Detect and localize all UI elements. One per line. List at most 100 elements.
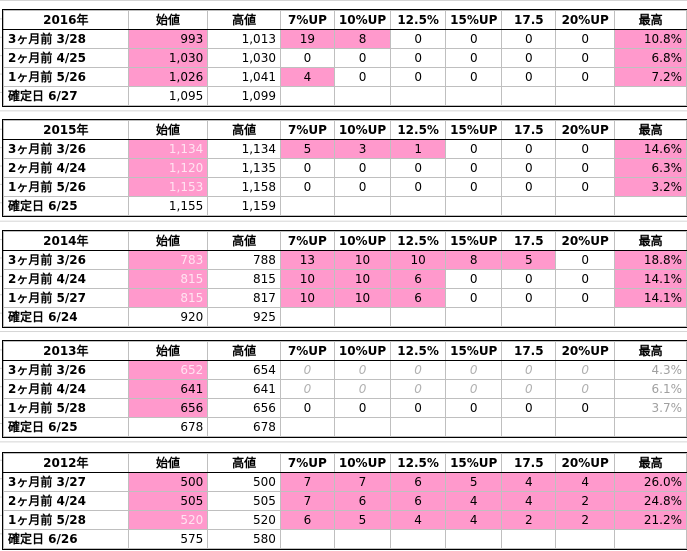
col-20up[interactable]: 20%UP [555, 10, 616, 30]
col-15up[interactable]: 15%UP [445, 231, 503, 251]
row-label[interactable]: 1ヶ月前 5/27 [3, 288, 129, 308]
count-cell[interactable]: 1 [390, 139, 447, 159]
count-cell[interactable]: 0 [501, 29, 557, 49]
max-cell[interactable]: 7.2% [614, 67, 687, 87]
high-cell[interactable]: 1,134 [207, 139, 281, 159]
count-cell[interactable]: 0 [333, 398, 392, 418]
row-label[interactable]: 1ヶ月前 5/28 [3, 510, 129, 530]
count-cell[interactable]: 0 [445, 269, 503, 289]
empty-cell[interactable] [614, 307, 687, 327]
count-cell[interactable]: 4 [501, 491, 557, 511]
count-cell[interactable]: 0 [390, 177, 447, 197]
count-cell[interactable]: 2 [501, 510, 557, 530]
count-cell[interactable]: 4 [501, 472, 557, 492]
count-cell[interactable]: 19 [279, 29, 335, 49]
row-label[interactable]: 3ヶ月前 3/27 [3, 472, 129, 492]
count-cell[interactable]: 0 [501, 360, 557, 380]
col-max[interactable]: 最高 [614, 453, 687, 473]
high-cell[interactable]: 580 [207, 529, 281, 549]
count-cell[interactable]: 0 [555, 67, 616, 87]
row-label[interactable]: 確定日 6/24 [3, 307, 129, 327]
empty-cell[interactable] [501, 417, 557, 437]
count-cell[interactable]: 0 [333, 67, 392, 87]
year-label[interactable]: 2015年 [3, 120, 129, 140]
count-cell[interactable]: 0 [501, 158, 557, 178]
max-cell[interactable]: 14.1% [614, 288, 687, 308]
count-cell[interactable]: 2 [555, 491, 616, 511]
high-cell[interactable]: 500 [207, 472, 281, 492]
count-cell[interactable]: 0 [555, 398, 616, 418]
start-cell[interactable]: 1,155 [127, 196, 209, 216]
empty-cell[interactable] [501, 86, 557, 106]
count-cell[interactable]: 0 [445, 177, 503, 197]
count-cell[interactable]: 5 [445, 472, 503, 492]
row-label[interactable]: 2ヶ月前 4/24 [3, 379, 129, 399]
count-cell[interactable]: 7 [279, 491, 335, 511]
max-cell[interactable]: 26.0% [614, 472, 687, 492]
high-cell[interactable]: 1,013 [207, 29, 281, 49]
start-cell[interactable]: 1,030 [127, 48, 209, 68]
row-label[interactable]: 1ヶ月前 5/26 [3, 177, 129, 197]
count-cell[interactable]: 7 [333, 472, 392, 492]
count-cell[interactable]: 0 [333, 360, 392, 380]
count-cell[interactable]: 0 [279, 158, 335, 178]
empty-cell[interactable] [445, 417, 503, 437]
high-cell[interactable]: 815 [207, 269, 281, 289]
col-high[interactable]: 高値 [207, 120, 281, 140]
empty-cell[interactable] [555, 529, 616, 549]
row-label[interactable]: 1ヶ月前 5/28 [3, 398, 129, 418]
count-cell[interactable]: 4 [555, 472, 616, 492]
start-cell[interactable]: 815 [127, 269, 209, 289]
count-cell[interactable]: 6 [390, 269, 447, 289]
count-cell[interactable]: 8 [333, 29, 392, 49]
row-label[interactable]: 3ヶ月前 3/26 [3, 360, 129, 380]
start-cell[interactable]: 920 [127, 307, 209, 327]
col-10up[interactable]: 10%UP [333, 120, 392, 140]
col-10up[interactable]: 10%UP [333, 231, 392, 251]
high-cell[interactable]: 654 [207, 360, 281, 380]
col-10up[interactable]: 10%UP [333, 10, 392, 30]
year-label[interactable]: 2013年 [3, 341, 129, 361]
count-cell[interactable]: 6 [333, 491, 392, 511]
count-cell[interactable]: 0 [501, 139, 557, 159]
col-20up[interactable]: 20%UP [555, 231, 616, 251]
count-cell[interactable]: 7 [279, 472, 335, 492]
count-cell[interactable]: 0 [445, 139, 503, 159]
col-12-5up[interactable]: 12.5% [390, 10, 447, 30]
max-cell[interactable]: 14.1% [614, 269, 687, 289]
empty-cell[interactable] [614, 86, 687, 106]
col-high[interactable]: 高値 [207, 453, 281, 473]
col-max[interactable]: 最高 [614, 120, 687, 140]
max-cell[interactable]: 6.8% [614, 48, 687, 68]
col-15up[interactable]: 15%UP [445, 10, 503, 30]
count-cell[interactable]: 0 [333, 158, 392, 178]
count-cell[interactable]: 10 [390, 250, 447, 270]
row-label[interactable]: 2ヶ月前 4/24 [3, 491, 129, 511]
col-20up[interactable]: 20%UP [555, 120, 616, 140]
col-start[interactable]: 始値 [127, 120, 209, 140]
start-cell[interactable]: 993 [127, 29, 209, 49]
count-cell[interactable]: 0 [555, 48, 616, 68]
count-cell[interactable]: 0 [555, 158, 616, 178]
high-cell[interactable]: 788 [207, 250, 281, 270]
empty-cell[interactable] [390, 86, 447, 106]
count-cell[interactable]: 0 [279, 48, 335, 68]
start-cell[interactable]: 500 [127, 472, 209, 492]
count-cell[interactable]: 10 [333, 288, 392, 308]
empty-cell[interactable] [333, 417, 392, 437]
start-cell[interactable]: 678 [127, 417, 209, 437]
empty-cell[interactable] [333, 529, 392, 549]
max-cell[interactable]: 21.2% [614, 510, 687, 530]
high-cell[interactable]: 1,159 [207, 196, 281, 216]
col-max[interactable]: 最高 [614, 231, 687, 251]
empty-cell[interactable] [279, 307, 335, 327]
max-cell[interactable]: 24.8% [614, 491, 687, 511]
count-cell[interactable]: 0 [555, 139, 616, 159]
empty-cell[interactable] [555, 307, 616, 327]
empty-cell[interactable] [555, 86, 616, 106]
count-cell[interactable]: 0 [501, 177, 557, 197]
count-cell[interactable]: 0 [445, 288, 503, 308]
col-start[interactable]: 始値 [127, 10, 209, 30]
col-15up[interactable]: 15%UP [445, 453, 503, 473]
high-cell[interactable]: 505 [207, 491, 281, 511]
